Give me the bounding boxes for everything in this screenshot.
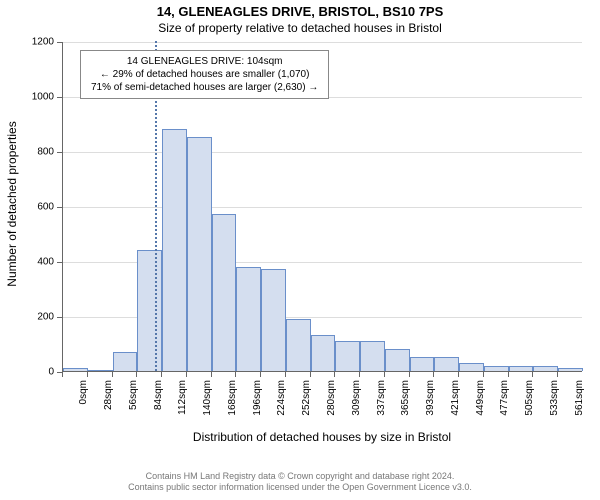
histogram-bar — [484, 366, 509, 372]
xtick-label: 0sqm — [78, 380, 89, 404]
xtick-label: 196sqm — [252, 380, 263, 416]
gridline — [63, 42, 582, 43]
xtick-label: 168sqm — [227, 380, 238, 416]
xtick-mark — [384, 372, 385, 377]
histogram-bar — [410, 357, 435, 371]
xtick-label: 84sqm — [153, 380, 164, 410]
histogram-bar — [236, 267, 261, 372]
ytick-mark — [57, 207, 62, 208]
xtick-mark — [136, 372, 137, 377]
xtick-label: 337sqm — [376, 380, 387, 416]
xtick-label: 477sqm — [499, 380, 510, 416]
xtick-mark — [235, 372, 236, 377]
xtick-mark — [359, 372, 360, 377]
chart-container: 14, GLENEAGLES DRIVE, BRISTOL, BS10 7PS … — [0, 0, 600, 500]
xtick-mark — [508, 372, 509, 377]
annotation-box: 14 GLENEAGLES DRIVE: 104sqm← 29% of deta… — [80, 50, 329, 99]
xtick-mark — [334, 372, 335, 377]
histogram-bar — [113, 352, 138, 371]
ytick-label: 400 — [0, 257, 54, 268]
xtick-mark — [557, 372, 558, 377]
histogram-bar — [459, 363, 484, 371]
xtick-mark — [186, 372, 187, 377]
histogram-bar — [261, 269, 286, 371]
histogram-bar — [434, 357, 459, 371]
histogram-bar — [212, 214, 237, 371]
xtick-label: 252sqm — [301, 380, 312, 416]
xtick-mark — [285, 372, 286, 377]
gridline — [63, 152, 582, 153]
xtick-mark — [310, 372, 311, 377]
annotation-line: 71% of semi-detached houses are larger (… — [91, 81, 318, 94]
xtick-mark — [87, 372, 88, 377]
histogram-bar — [311, 335, 336, 371]
copyright-notice: Contains HM Land Registry data © Crown c… — [0, 471, 600, 494]
xtick-mark — [211, 372, 212, 377]
xtick-mark — [161, 372, 162, 377]
xtick-mark — [433, 372, 434, 377]
xtick-mark — [260, 372, 261, 377]
histogram-bar — [533, 366, 558, 372]
ytick-mark — [57, 262, 62, 263]
xtick-label: 449sqm — [475, 380, 486, 416]
xtick-mark — [62, 372, 63, 377]
xtick-label: 421sqm — [450, 380, 461, 416]
xtick-mark — [409, 372, 410, 377]
histogram-bar — [162, 129, 187, 371]
xtick-label: 28sqm — [103, 380, 114, 410]
annotation-line: ← 29% of detached houses are smaller (1,… — [91, 68, 318, 81]
chart-subtitle: Size of property relative to detached ho… — [0, 21, 600, 35]
histogram-bar — [360, 341, 385, 371]
ytick-mark — [57, 97, 62, 98]
xtick-label: 561sqm — [574, 380, 585, 416]
xtick-mark — [458, 372, 459, 377]
chart-title: 14, GLENEAGLES DRIVE, BRISTOL, BS10 7PS — [0, 4, 600, 19]
annotation-line: 14 GLENEAGLES DRIVE: 104sqm — [91, 55, 318, 68]
ytick-label: 800 — [0, 147, 54, 158]
histogram-bar — [385, 349, 410, 371]
xtick-label: 365sqm — [400, 380, 411, 416]
xtick-mark — [483, 372, 484, 377]
xtick-label: 140sqm — [202, 380, 213, 416]
histogram-bar — [63, 368, 88, 371]
ytick-label: 200 — [0, 312, 54, 323]
xtick-mark — [532, 372, 533, 377]
histogram-bar — [137, 250, 162, 371]
x-axis-label: Distribution of detached houses by size … — [62, 430, 582, 444]
ytick-mark — [57, 42, 62, 43]
histogram-bar — [286, 319, 311, 371]
xtick-label: 112sqm — [177, 380, 188, 415]
ytick-label: 0 — [0, 367, 54, 378]
ytick-label: 600 — [0, 202, 54, 213]
xtick-label: 505sqm — [524, 380, 535, 416]
xtick-mark — [112, 372, 113, 377]
ytick-mark — [57, 152, 62, 153]
copyright-line1: Contains HM Land Registry data © Crown c… — [146, 471, 455, 481]
xtick-label: 309sqm — [351, 380, 362, 416]
xtick-label: 393sqm — [425, 380, 436, 416]
ytick-mark — [57, 317, 62, 318]
xtick-label: 224sqm — [276, 380, 287, 416]
histogram-bar — [187, 137, 212, 371]
histogram-bar — [558, 368, 583, 371]
copyright-line2: Contains public sector information licen… — [128, 482, 472, 492]
ytick-label: 1200 — [0, 37, 54, 48]
histogram-bar — [509, 366, 534, 372]
xtick-label: 533sqm — [549, 380, 560, 416]
ytick-label: 1000 — [0, 92, 54, 103]
xtick-label: 56sqm — [128, 380, 139, 410]
histogram-bar — [88, 370, 113, 371]
gridline — [63, 207, 582, 208]
histogram-bar — [335, 341, 360, 371]
xtick-label: 280sqm — [326, 380, 337, 416]
